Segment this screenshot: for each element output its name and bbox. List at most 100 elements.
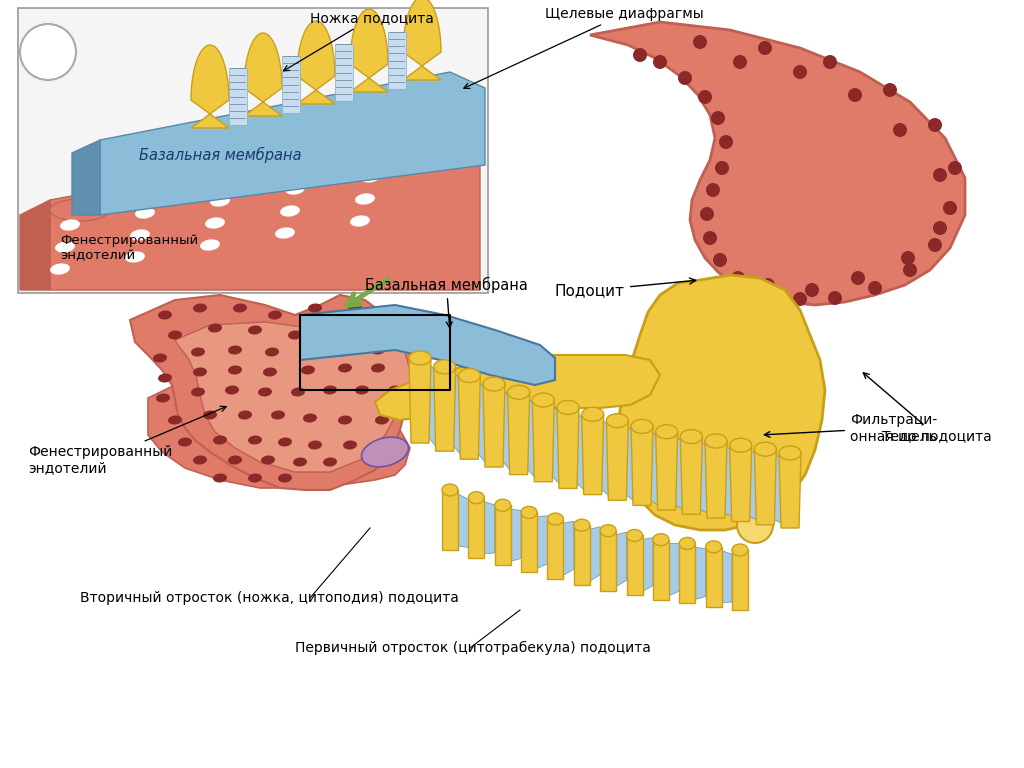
Polygon shape xyxy=(732,550,748,610)
Polygon shape xyxy=(706,547,722,607)
Text: Фенестрированный
эндотелий: Фенестрированный эндотелий xyxy=(60,234,199,262)
Circle shape xyxy=(737,507,773,543)
Ellipse shape xyxy=(228,366,242,375)
Polygon shape xyxy=(779,453,801,528)
Circle shape xyxy=(851,271,865,285)
Ellipse shape xyxy=(208,323,222,333)
Ellipse shape xyxy=(350,215,370,227)
Polygon shape xyxy=(616,532,627,587)
Ellipse shape xyxy=(343,441,357,449)
Polygon shape xyxy=(563,521,573,575)
Ellipse shape xyxy=(191,388,205,396)
Circle shape xyxy=(805,283,819,297)
Ellipse shape xyxy=(158,373,172,382)
Polygon shape xyxy=(244,33,282,116)
Circle shape xyxy=(943,201,957,215)
Ellipse shape xyxy=(755,442,776,456)
Polygon shape xyxy=(191,45,229,128)
Ellipse shape xyxy=(225,386,239,395)
Polygon shape xyxy=(508,392,529,475)
Circle shape xyxy=(706,183,720,197)
Polygon shape xyxy=(50,130,480,290)
Ellipse shape xyxy=(268,310,282,319)
Ellipse shape xyxy=(409,351,431,365)
Circle shape xyxy=(761,278,775,292)
Ellipse shape xyxy=(706,541,722,553)
Ellipse shape xyxy=(293,458,307,466)
Polygon shape xyxy=(148,385,410,488)
Ellipse shape xyxy=(50,263,70,275)
Circle shape xyxy=(711,111,725,125)
Circle shape xyxy=(733,55,746,69)
Text: Тело подоцита: Тело подоцита xyxy=(863,372,992,443)
Polygon shape xyxy=(606,421,629,500)
Circle shape xyxy=(901,251,915,265)
Circle shape xyxy=(928,118,942,132)
Ellipse shape xyxy=(291,388,305,396)
Ellipse shape xyxy=(521,506,538,518)
Ellipse shape xyxy=(238,410,252,419)
Ellipse shape xyxy=(371,346,385,355)
Circle shape xyxy=(758,41,772,55)
Polygon shape xyxy=(527,397,535,477)
Ellipse shape xyxy=(582,407,604,422)
Polygon shape xyxy=(72,140,100,215)
Polygon shape xyxy=(468,498,484,558)
Polygon shape xyxy=(655,432,678,510)
Ellipse shape xyxy=(193,303,207,313)
Ellipse shape xyxy=(228,346,242,355)
Circle shape xyxy=(793,65,807,79)
Polygon shape xyxy=(459,376,480,459)
Polygon shape xyxy=(669,543,679,596)
Text: Ножка подоцита: Ножка подоцита xyxy=(284,11,434,71)
Circle shape xyxy=(693,35,707,49)
Ellipse shape xyxy=(191,347,205,356)
Ellipse shape xyxy=(168,415,182,425)
Polygon shape xyxy=(503,389,510,469)
Circle shape xyxy=(823,55,837,69)
Polygon shape xyxy=(548,519,563,579)
Ellipse shape xyxy=(285,184,305,194)
Polygon shape xyxy=(18,8,488,293)
Ellipse shape xyxy=(248,435,262,445)
Circle shape xyxy=(713,253,727,267)
Polygon shape xyxy=(458,494,468,548)
Ellipse shape xyxy=(360,171,380,183)
Polygon shape xyxy=(175,320,412,472)
Circle shape xyxy=(20,24,76,80)
Ellipse shape xyxy=(680,429,702,444)
Ellipse shape xyxy=(205,217,225,229)
Polygon shape xyxy=(755,449,776,525)
Ellipse shape xyxy=(323,386,337,395)
Ellipse shape xyxy=(135,207,155,219)
Circle shape xyxy=(698,90,712,104)
Polygon shape xyxy=(600,531,616,591)
Ellipse shape xyxy=(323,458,337,466)
Ellipse shape xyxy=(308,441,322,449)
Ellipse shape xyxy=(361,437,409,467)
Ellipse shape xyxy=(483,377,505,391)
Polygon shape xyxy=(557,407,579,488)
Polygon shape xyxy=(478,381,485,462)
Ellipse shape xyxy=(156,393,170,402)
Ellipse shape xyxy=(128,185,188,207)
Ellipse shape xyxy=(125,251,145,263)
Ellipse shape xyxy=(153,353,167,362)
Ellipse shape xyxy=(60,220,80,230)
Circle shape xyxy=(948,161,962,175)
Ellipse shape xyxy=(732,544,748,556)
Polygon shape xyxy=(388,32,406,89)
Ellipse shape xyxy=(130,230,150,240)
Polygon shape xyxy=(403,0,441,80)
Text: Базальная мембрана: Базальная мембрана xyxy=(138,147,301,163)
Polygon shape xyxy=(573,525,590,585)
Circle shape xyxy=(703,231,717,245)
Polygon shape xyxy=(590,22,965,305)
Circle shape xyxy=(883,83,897,97)
Ellipse shape xyxy=(284,157,344,179)
Polygon shape xyxy=(602,419,608,495)
Polygon shape xyxy=(774,454,781,523)
Polygon shape xyxy=(100,72,485,215)
Ellipse shape xyxy=(288,330,302,339)
Text: Щелевые диафрагмы: Щелевые диафрагмы xyxy=(464,7,703,88)
